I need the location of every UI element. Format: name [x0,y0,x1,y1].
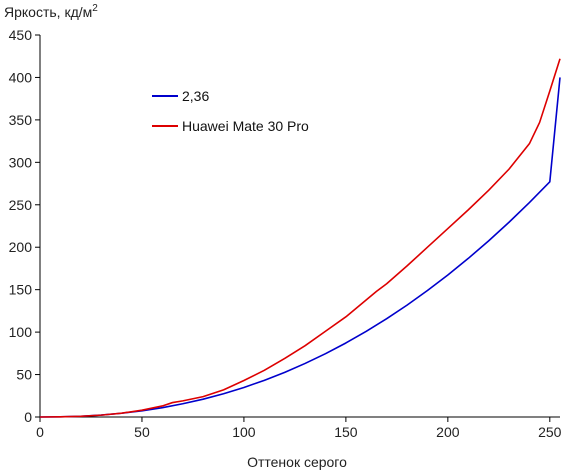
y-tick-label: 0 [24,409,32,425]
x-tick-label: 100 [232,424,256,440]
series-line-1 [39,58,561,418]
x-tick-label: 250 [538,424,562,440]
x-tick-label: 0 [36,424,44,440]
x-tick-label: 50 [134,424,150,440]
y-tick-label: 250 [9,197,33,213]
y-axis-title-superscript: 2 [92,3,98,14]
y-tick-label: 50 [16,367,32,383]
legend-label-0: 2,36 [182,88,209,104]
y-tick-label: 100 [9,324,33,340]
x-axis-title: Оттенок серого [247,454,347,470]
legend-label-1: Huawei Mate 30 Pro [182,118,309,134]
series-layer [39,58,561,418]
y-axis-title: Яркость, кд/м2 [4,3,98,20]
ticks: 0 50 100 150 200 250 300 350 400 450 0 50 100 150 200 2… [9,27,562,440]
y-tick-label: 450 [9,27,33,43]
y-tick-label: 150 [9,282,33,298]
y-tick-label: 350 [9,112,33,128]
y-tick-label: 400 [9,69,33,85]
y-tick-label: 300 [9,154,33,170]
x-tick-label: 200 [436,424,460,440]
y-tick-label: 200 [9,239,33,255]
axes [39,35,560,418]
x-tick-label: 150 [334,424,358,440]
legend: 2,36 Huawei Mate 30 Pro [152,88,309,134]
